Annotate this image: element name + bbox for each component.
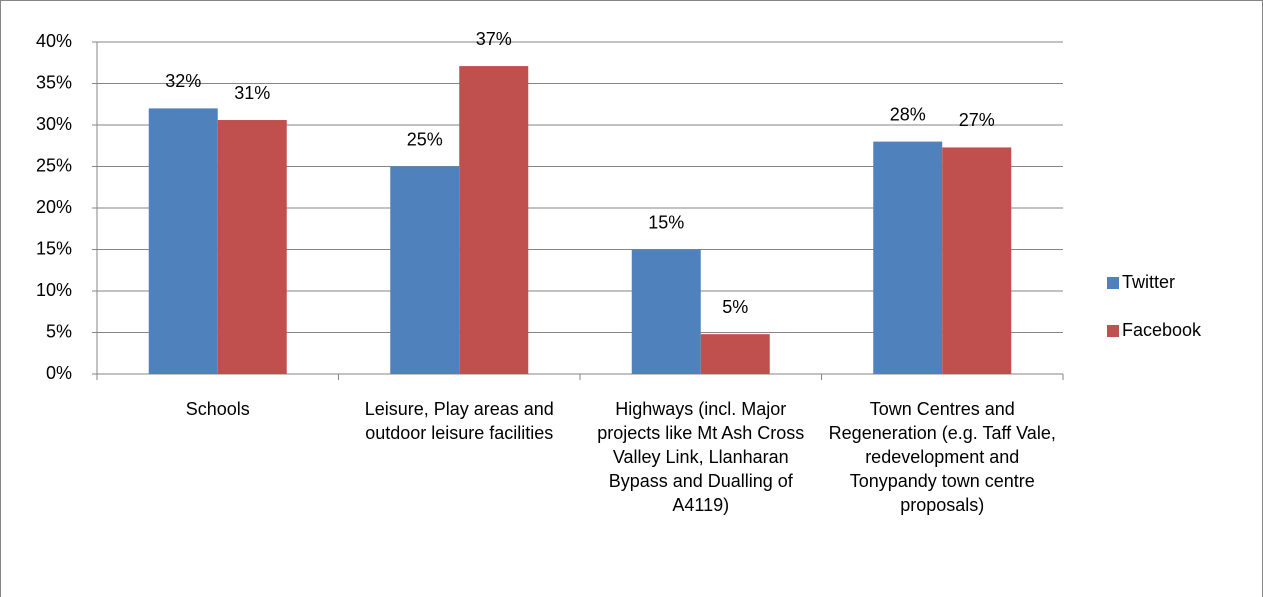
- y-tick-label: 35%: [36, 72, 72, 92]
- bar: [459, 66, 529, 374]
- y-tick-label: 25%: [36, 155, 72, 175]
- x-tick-label: Leisure, Play areas and outdoor leisure …: [364, 399, 554, 443]
- legend-label: Twitter: [1122, 272, 1175, 292]
- bar: [700, 334, 770, 374]
- data-label: 32%: [165, 71, 201, 91]
- y-tick-label: 20%: [36, 197, 72, 217]
- y-tick-label: 10%: [36, 280, 72, 300]
- legend-label: Facebook: [1122, 320, 1202, 340]
- bar: [390, 166, 460, 374]
- legend-swatch: [1107, 325, 1119, 337]
- x-tick-label: Highways (incl. Major projects like Mt A…: [597, 399, 805, 515]
- data-label: 28%: [890, 104, 926, 124]
- x-tick-label: Schools: [185, 399, 250, 419]
- bar: [217, 120, 287, 375]
- bar: [873, 141, 943, 374]
- data-label: 37%: [476, 29, 512, 49]
- data-label: 25%: [407, 129, 443, 149]
- y-tick-label: 30%: [36, 114, 72, 134]
- data-label: 27%: [959, 110, 995, 130]
- data-label: 15%: [648, 212, 684, 232]
- legend-swatch: [1107, 277, 1119, 289]
- data-label: 5%: [722, 297, 748, 317]
- x-tick-label: Town Centres and Regeneration (e.g. Taff…: [828, 399, 1056, 515]
- bar: [631, 249, 701, 374]
- bar: [942, 147, 1012, 374]
- y-tick-label: 15%: [36, 238, 72, 258]
- y-tick-label: 5%: [46, 321, 72, 341]
- y-tick-label: 40%: [36, 31, 72, 51]
- data-label: 31%: [234, 83, 270, 103]
- bar: [148, 108, 218, 375]
- y-tick-label: 0%: [46, 363, 72, 383]
